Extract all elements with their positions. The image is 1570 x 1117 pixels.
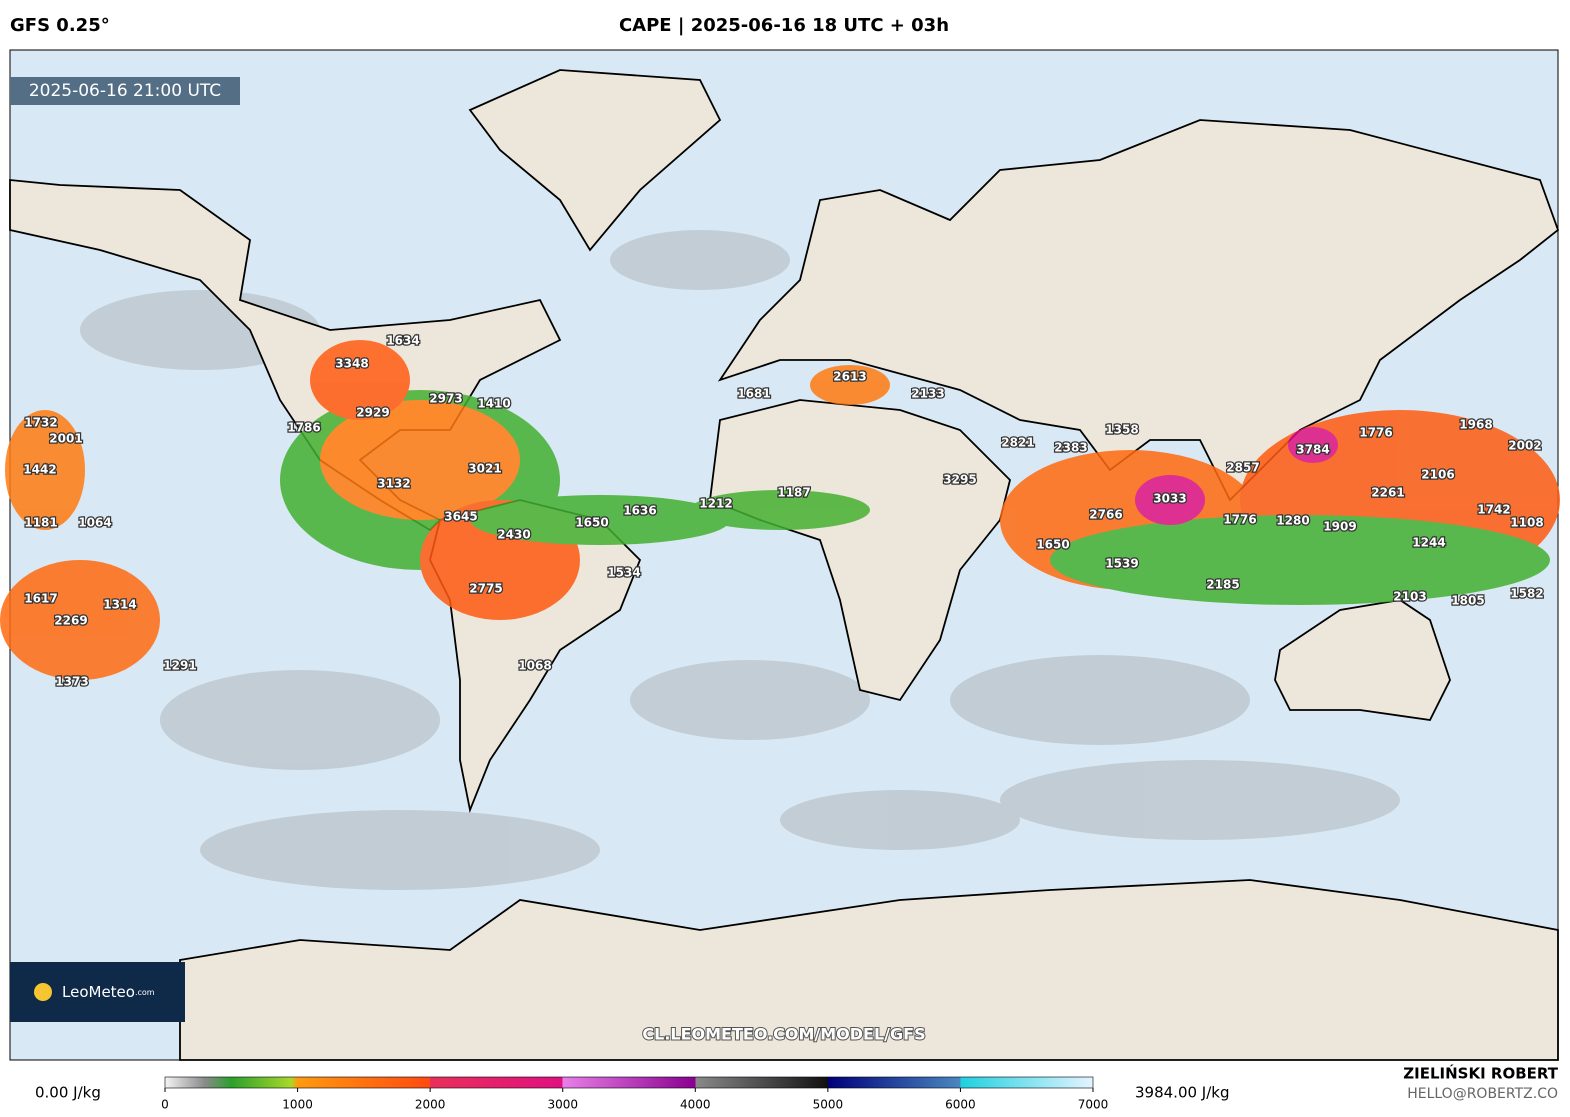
cape-label: 1064 [78,516,111,530]
cape-label: 3021 [468,462,501,476]
cape-label: 2929 [356,406,389,420]
cape-label: 3033 [1153,492,1186,506]
cape-label: 1634 [386,334,419,348]
cape-label: 1582 [1510,587,1543,601]
cape-label: 1280 [1276,514,1309,528]
cape-label: 1442 [23,463,56,477]
cape-label: 1181 [24,516,57,530]
cape-label: 1650 [575,516,608,530]
cape-label: 2383 [1054,441,1087,455]
cape-label: 2002 [1508,439,1541,453]
colorbar-tick-label: 0 [161,1098,169,1112]
colorbar: 0 1000 2000 3000 4000 5000 6000 7000 [161,1076,1109,1112]
logo-name: LeoMeteo.com [62,983,155,1001]
cape-label: 1358 [1105,423,1138,437]
cape-label: 1373 [55,675,88,689]
colorbar-tick-label: 6000 [945,1098,976,1112]
cape-label: 1244 [1412,536,1445,550]
cape-label: 1681 [737,387,770,401]
cape-label: 1291 [163,659,196,673]
cape-label: 1909 [1323,520,1356,534]
cape-label: 3348 [335,357,368,371]
cape-label: 2261 [1371,486,1404,500]
cape-label: 1068 [518,659,551,673]
cape-label: 2775 [469,582,502,596]
cape-label: 1617 [24,592,57,606]
cape-label: 2613 [833,370,866,384]
cape-label: 1742 [1477,503,1510,517]
map: 1634 3348 2929 2973 1410 1786 3021 3132 3645 2430… [0,49,1560,1061]
cape-label: 1776 [1359,426,1392,440]
title: CAPE | 2025-06-16 18 UTC + 03h [619,15,949,36]
colorbar-tick-label: 4000 [680,1098,711,1112]
colorbar-gradient [164,1076,1094,1089]
cape-label: 1805 [1451,594,1484,608]
logo-sun [34,983,52,1001]
colorbar-tick-label: 1000 [282,1098,313,1112]
watermark: CL.LEOMETEO.COM/MODEL/GFS [642,1025,925,1044]
email: HELLO@ROBERTZ.CO [1407,1086,1558,1102]
cape-label: 1410 [477,397,510,411]
colorbar-min: 0.00 J/kg [35,1084,101,1102]
cape-label: 1650 [1036,538,1069,552]
cape-label: 3645 [444,510,477,524]
cape-label: 2973 [429,392,462,406]
model-name: GFS 0.25° [10,15,110,36]
colorbar-tick-label: 2000 [415,1098,446,1112]
author: ZIELIŃSKI ROBERT [1403,1064,1558,1083]
cape-label: 1786 [287,421,320,435]
colorbar-tick-label: 3000 [547,1098,578,1112]
cape-label: 2103 [1393,590,1426,604]
cape-label: 3295 [943,473,976,487]
colorbar-tick-label: 5000 [813,1098,844,1112]
cape-label: 1968 [1459,418,1492,432]
cape-label: 1539 [1105,557,1138,571]
cape-label: 2766 [1089,508,1122,522]
cape-label: 2269 [54,614,87,628]
valid-time: 2025-06-16 21:00 UTC [29,81,221,101]
cape-label: 1314 [103,598,136,612]
cape-label: 2430 [497,528,530,542]
cape-label: 1636 [623,504,656,518]
cape-label: 1212 [699,497,732,511]
cape-label: 1732 [24,416,57,430]
cape-field [0,340,1560,680]
colorbar-max: 3984.00 J/kg [1135,1084,1229,1102]
cape-label: 1187 [777,486,810,500]
cape-label: 3784 [1296,443,1329,457]
cape-label: 3132 [377,477,410,491]
cape-label: 1776 [1223,513,1256,527]
cape-label: 1108 [1510,516,1543,530]
cape-label: 2857 [1226,461,1259,475]
cape-label: 2133 [911,387,944,401]
cape-label: 1534 [607,566,640,580]
time-box [10,77,240,105]
colorbar-tick-label: 7000 [1078,1098,1109,1112]
cape-label: 2185 [1206,578,1239,592]
land [9,69,1560,1061]
cape-label: 2821 [1001,436,1034,450]
cape-label: 2001 [49,432,82,446]
cape-label: 2106 [1421,468,1454,482]
